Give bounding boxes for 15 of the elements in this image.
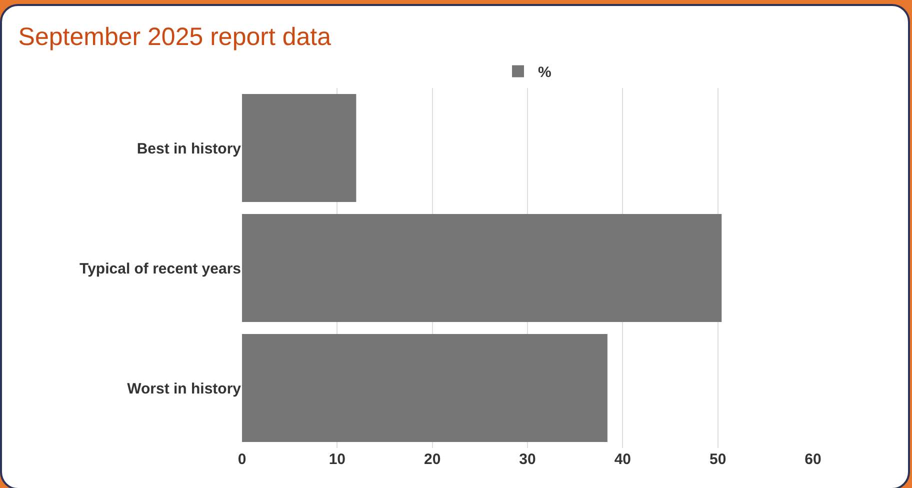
x-tick-label: 30 (519, 451, 536, 468)
bar (242, 94, 356, 202)
x-tick-label: 40 (614, 451, 632, 468)
chart-title: September 2025 report data (18, 23, 332, 52)
x-tick-label: 0 (238, 451, 246, 468)
legend-label: % (538, 64, 552, 82)
bar (242, 214, 722, 322)
y-tick-label: Best in history (136, 140, 242, 158)
x-tick-label: 20 (424, 451, 441, 468)
x-tick-label: 60 (804, 451, 822, 468)
y-tick-label: Typical of recent years (80, 260, 241, 278)
y-tick-label: Worst in history (127, 380, 242, 398)
x-tick-label: 50 (709, 451, 726, 468)
x-tick-label: 10 (328, 451, 346, 468)
bar (242, 334, 608, 442)
